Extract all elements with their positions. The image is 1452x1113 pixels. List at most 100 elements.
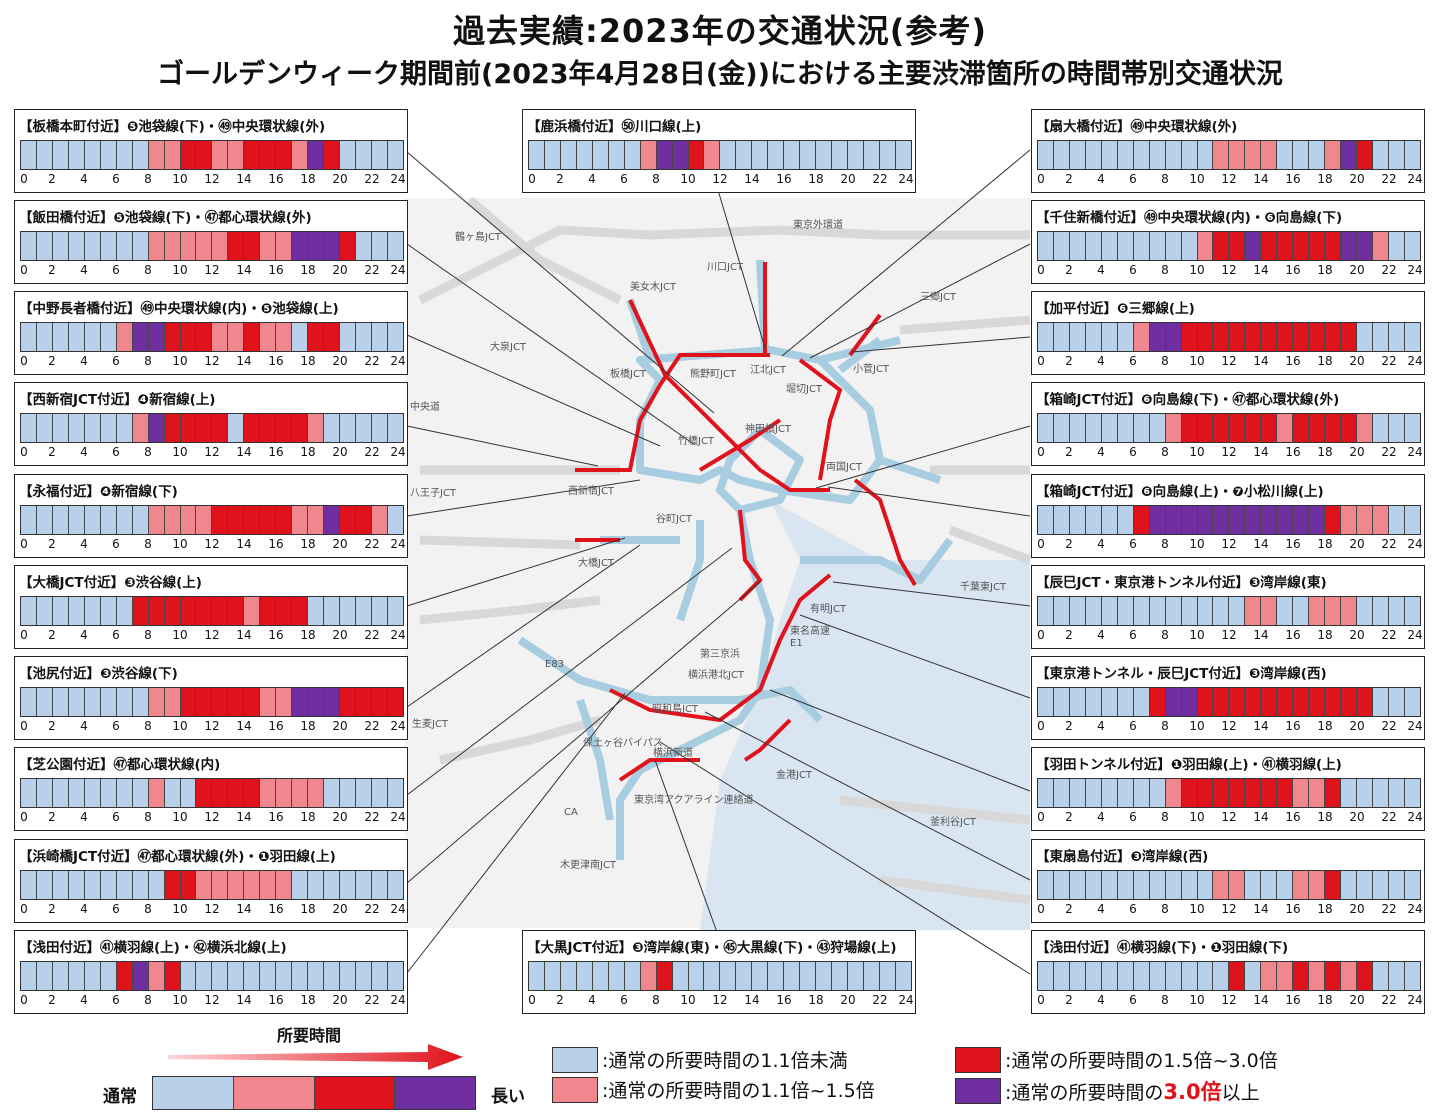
hour-tick: 18 [300,719,316,733]
hour-cell [52,506,69,534]
hour-cell [560,141,577,169]
hour-cell [148,688,165,716]
time-bar [1037,596,1421,626]
hour-cell [1245,779,1262,807]
map-label: 八王子JCT [410,487,457,499]
hour-cell [832,141,849,169]
hour-tick: 4 [1097,354,1105,368]
hour-cell [308,779,325,807]
hour-cell [1325,688,1342,716]
hour-cell [1404,232,1420,260]
hour-cell [340,141,357,169]
hour-cell [1149,779,1166,807]
hour-tick: 24 [1407,537,1423,551]
hour-cell [276,506,293,534]
hour-tick: 20 [1349,993,1365,1007]
hour-tick: 2 [48,902,56,916]
hour-cell [864,141,880,169]
hour-cell [1101,688,1118,716]
hour-cell [180,688,197,716]
hour-cell [1069,141,1086,169]
map-label: 大泉JCT [490,340,527,353]
hour-cell [720,962,737,990]
hour-tick: 18 [300,628,316,642]
hour-tick: 14 [1253,263,1269,277]
hour-tick: 22 [364,537,380,551]
hour-tick: 10 [172,354,188,368]
hour-tick: 18 [1317,445,1333,459]
map-label: E83 [545,659,564,670]
legend-text: :通常の所要時間の1.1倍未満 [602,1050,848,1072]
hour-cell [1085,871,1102,899]
hour-cell [228,141,245,169]
hour-cell [180,506,197,534]
hour-cell [212,141,229,169]
hour-tick: 6 [112,172,120,186]
hour-cell [1341,414,1358,442]
panel-title: 【永福付近】❹新宿線(下) [19,484,178,500]
panel-title: 【池尻付近】❸渋谷線(下) [19,666,178,682]
hour-cell [116,323,133,351]
hour-cell [1245,871,1262,899]
hour-cell [244,414,261,442]
hour-cell [164,141,181,169]
hour-axis: 0 2 4 6 8 10 12 14 16 18 20 22 24 [20,445,405,461]
hour-cell [36,688,53,716]
hour-cell [864,962,880,990]
hour-tick: 4 [80,537,88,551]
hour-cell [356,871,372,899]
hour-cell [1038,962,1054,990]
hour-cell [1293,232,1310,260]
hour-cell [292,688,309,716]
hour-tick: 16 [268,172,284,186]
panel-nishishinjuku: 【西新宿JCT付近】❹新宿線(上) 0 2 4 6 8 10 12 14 16 18 20 22 24 [14,382,408,466]
hour-cell [180,414,197,442]
hour-tick: 14 [1253,354,1269,368]
hour-tick: 4 [1097,445,1105,459]
hour-cell [1053,141,1070,169]
hour-cell [276,414,293,442]
hour-tick: 24 [390,537,406,551]
panel-hamazaki: 【浜崎橋JCT付近】㊼都心環状線(外)・❶羽田線(上) 0 2 4 6 8 10 12 14 16… [14,839,408,923]
map-label: 第三京浜 [700,647,740,660]
map-label: 東京外環道 [793,218,843,231]
hour-cell [1053,506,1070,534]
hour-cell [244,323,261,351]
hour-cell [1404,141,1420,169]
map-label: 生麦JCT [412,717,449,730]
hour-tick: 24 [1407,354,1423,368]
hour-cell [292,779,309,807]
hour-cell [164,323,181,351]
hour-cell [228,506,245,534]
hour-tick: 12 [204,263,220,277]
hour-cell [68,597,85,625]
hour-cell [1357,962,1374,990]
hour-cell [244,141,261,169]
time-bar [1037,778,1421,808]
time-bar [1037,961,1421,991]
hour-cell [116,141,133,169]
hour-cell [1038,414,1054,442]
hour-tick: 2 [1065,902,1073,916]
hour-cell [52,414,69,442]
hour-cell [1165,232,1182,260]
hour-tick: 24 [1407,902,1423,916]
hour-tick: 22 [1381,445,1397,459]
hour-tick: 0 [1037,628,1045,642]
hour-tick: 16 [268,993,284,1007]
hour-tick: 24 [898,993,914,1007]
hour-cell [1213,688,1230,716]
hour-cell [148,323,165,351]
hour-cell [1101,962,1118,990]
hour-cell [21,141,37,169]
legend-swatch [552,1076,598,1103]
hour-tick: 16 [1285,354,1301,368]
hour-tick: 22 [364,902,380,916]
hour-cell [1133,597,1150,625]
hour-cell [720,141,737,169]
hour-cell [340,323,357,351]
hour-cell [116,506,133,534]
hour-cell [1309,506,1326,534]
hour-cell [196,871,213,899]
hour-cell [212,779,229,807]
